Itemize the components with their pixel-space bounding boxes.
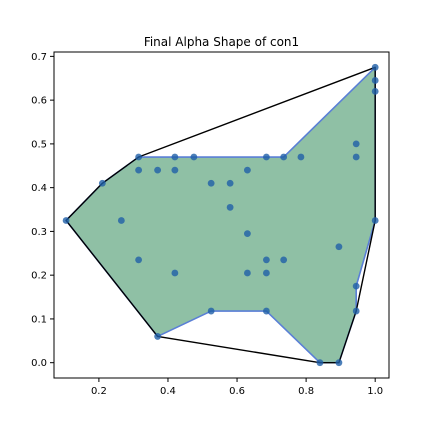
- x-tick-label-2: 0.6: [229, 386, 245, 397]
- data-point-6: [190, 153, 198, 161]
- data-point-23: [135, 256, 143, 264]
- y-tick-label-4: 0.4: [31, 183, 47, 194]
- data-point-32: [207, 307, 215, 315]
- x-tick-label-0: 0.2: [91, 386, 107, 397]
- y-tick-label-2: 0.2: [31, 271, 47, 282]
- data-point-29: [335, 243, 343, 251]
- y-tick-label-1: 0.1: [31, 314, 47, 325]
- data-point-31: [352, 307, 360, 315]
- y-tick-label-3: 0.3: [31, 227, 47, 238]
- y-tick-label-7: 0.7: [31, 52, 47, 63]
- data-point-12: [98, 179, 106, 187]
- data-point-2: [371, 87, 379, 95]
- data-point-24: [171, 269, 179, 277]
- convex-hull-outline: [65, 66, 376, 364]
- data-point-35: [316, 359, 324, 367]
- data-point-14: [154, 166, 162, 174]
- data-point-19: [62, 217, 70, 224]
- data-point-34: [154, 333, 162, 340]
- axes: 0.2 0.4 0.6 0.8 1.0 0.0 0.1 0.2 0.3 0.4 0.5 0.6 0.7: [31, 51, 390, 397]
- data-point-17: [226, 179, 234, 187]
- axes-frame: [53, 51, 390, 379]
- y-tick-label-0: 0.0: [31, 358, 47, 369]
- plot-area: [62, 63, 379, 367]
- alpha-shape-polygon: [65, 66, 376, 364]
- data-point-1: [371, 77, 379, 84]
- data-point-0: [371, 63, 379, 71]
- data-point-30: [352, 282, 360, 290]
- data-point-36: [335, 359, 343, 367]
- data-point-21: [226, 203, 234, 211]
- data-point-20: [117, 217, 125, 224]
- data-point-16: [207, 179, 215, 187]
- data-point-9: [297, 153, 305, 161]
- data-point-5: [171, 153, 179, 161]
- data-point-11: [352, 153, 360, 161]
- data-point-26: [263, 256, 270, 264]
- data-point-27: [263, 269, 270, 277]
- data-point-4: [135, 153, 143, 161]
- x-tick-label-3: 0.8: [298, 386, 314, 397]
- data-point-15: [171, 166, 179, 174]
- data-point-28: [280, 256, 288, 264]
- data-point-33: [263, 307, 270, 315]
- data-point-3: [371, 217, 379, 224]
- chart-title: Final Alpha Shape of con1: [144, 35, 299, 49]
- data-point-25: [244, 269, 251, 277]
- y-tick-label-5: 0.5: [31, 139, 47, 150]
- data-point-7: [263, 153, 270, 161]
- data-point-8: [280, 153, 288, 161]
- data-point-10: [352, 140, 360, 148]
- y-tick-label-6: 0.6: [31, 96, 47, 107]
- data-point-22: [244, 230, 251, 238]
- x-tick-label-1: 0.4: [160, 386, 176, 397]
- x-tick-label-4: 1.0: [367, 386, 383, 397]
- data-point-13: [135, 166, 143, 174]
- data-point-18: [244, 166, 251, 174]
